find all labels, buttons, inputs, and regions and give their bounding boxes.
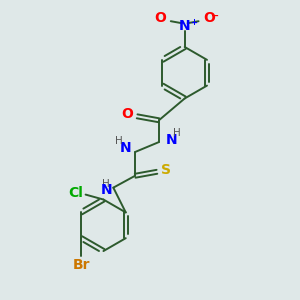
Text: Br: Br [72,258,90,272]
Text: N: N [120,141,131,155]
Text: N: N [166,133,178,147]
Text: O: O [154,11,166,25]
Text: S: S [161,163,171,177]
Text: O: O [203,11,215,25]
Text: Cl: Cl [69,186,84,200]
Text: O: O [121,107,133,121]
Text: H: H [115,136,122,146]
Text: N: N [101,183,112,196]
Text: +: + [190,18,196,27]
Text: N: N [179,19,190,33]
Text: H: H [102,179,110,189]
Text: H: H [173,128,181,138]
Text: −: − [212,11,220,21]
